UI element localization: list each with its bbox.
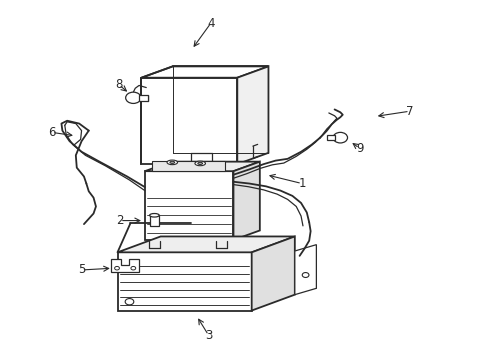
Polygon shape <box>111 259 139 272</box>
Circle shape <box>125 92 141 103</box>
Circle shape <box>125 298 134 305</box>
Ellipse shape <box>197 162 202 165</box>
Polygon shape <box>139 95 147 100</box>
Polygon shape <box>144 162 259 171</box>
Polygon shape <box>326 135 334 140</box>
Ellipse shape <box>167 160 177 165</box>
Polygon shape <box>152 161 224 171</box>
Text: 7: 7 <box>405 105 413 118</box>
Circle shape <box>114 266 119 270</box>
Polygon shape <box>149 215 159 226</box>
Text: 1: 1 <box>298 177 305 190</box>
Ellipse shape <box>169 161 174 163</box>
Circle shape <box>131 266 136 270</box>
Text: 4: 4 <box>207 17 214 30</box>
Polygon shape <box>117 237 294 252</box>
Polygon shape <box>141 66 268 78</box>
Polygon shape <box>144 171 233 240</box>
Polygon shape <box>141 78 237 164</box>
Circle shape <box>332 132 347 143</box>
Text: 2: 2 <box>116 214 123 227</box>
Polygon shape <box>251 237 294 311</box>
Polygon shape <box>294 245 316 294</box>
Polygon shape <box>237 66 268 164</box>
Polygon shape <box>117 252 251 311</box>
Text: 6: 6 <box>48 126 56 139</box>
Polygon shape <box>233 162 259 240</box>
Circle shape <box>302 273 308 278</box>
Text: 9: 9 <box>355 142 363 155</box>
Ellipse shape <box>195 161 205 166</box>
Ellipse shape <box>149 213 159 217</box>
Text: 5: 5 <box>78 264 85 276</box>
Text: 8: 8 <box>115 78 122 91</box>
Text: 3: 3 <box>204 329 212 342</box>
